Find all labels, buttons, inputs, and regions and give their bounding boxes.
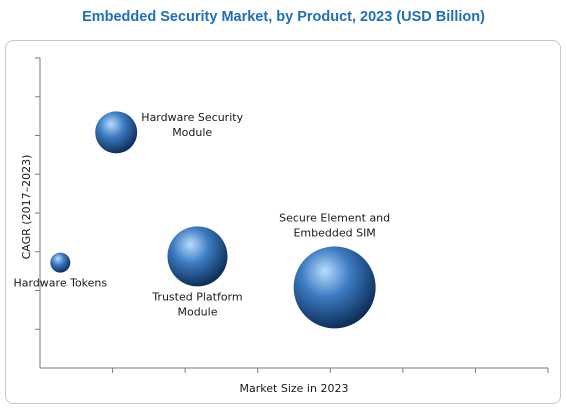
- bubble-label-line: Module: [172, 126, 212, 139]
- bubble-label-trusted-platform-module: Trusted Platform Module: [151, 290, 242, 318]
- bubbles: [50, 111, 376, 329]
- bubble-label-line: Hardware Tokens: [13, 277, 107, 290]
- bubble-label-hardware-security-module: Hardware Security Module: [141, 111, 243, 139]
- bubble-secure-element-and-embedded-sim: [293, 246, 376, 329]
- chart-title: Embedded Security Market, by Product, 20…: [82, 9, 485, 25]
- chart-frame: [5, 40, 561, 404]
- bubble-label-line: Hardware Security: [141, 111, 243, 124]
- bubble-hardware-tokens: [50, 252, 71, 273]
- y-axis-label: CAGR (2017–2023): [20, 155, 33, 260]
- bubble-hardware-security-module: [95, 111, 138, 154]
- bubble-label-line: Embedded SIM: [293, 226, 375, 239]
- x-axis-label: Market Size in 2023: [240, 382, 349, 395]
- bubble-label-secure-element-and-embedded-sim: Secure Element and Embedded SIM: [279, 211, 390, 239]
- axes: [35, 57, 549, 373]
- bubble-label-line: Trusted Platform: [151, 290, 242, 303]
- bubble-trusted-platform-module: [167, 226, 228, 287]
- bubble-label-hardware-tokens: Hardware Tokens: [13, 277, 107, 290]
- bubble-label-line: Secure Element and: [279, 211, 390, 224]
- bubble-label-line: Module: [177, 305, 217, 318]
